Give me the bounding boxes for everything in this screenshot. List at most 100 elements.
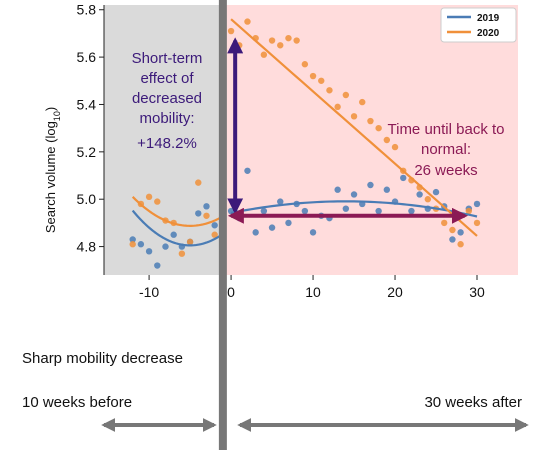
point-2019 bbox=[145, 248, 153, 255]
y-tick-label: 5.0 bbox=[77, 191, 97, 207]
point-2019 bbox=[457, 229, 464, 236]
point-2020 bbox=[367, 117, 374, 125]
point-2020 bbox=[301, 61, 309, 68]
point-2019 bbox=[195, 210, 202, 217]
point-2019 bbox=[383, 186, 391, 193]
region-before bbox=[104, 5, 223, 275]
point-2019 bbox=[449, 236, 456, 243]
short-term-line-1: Short-term bbox=[132, 50, 203, 67]
x-tick-label: 10 bbox=[305, 284, 321, 300]
short-term-line-2: effect of bbox=[140, 70, 194, 87]
point-2019 bbox=[432, 188, 440, 196]
point-2020 bbox=[441, 219, 448, 227]
point-2020 bbox=[203, 212, 210, 219]
point-2020 bbox=[129, 241, 136, 248]
y-tick-label: 4.8 bbox=[77, 239, 97, 255]
point-2020 bbox=[359, 98, 366, 106]
point-2019 bbox=[350, 191, 358, 198]
point-2019 bbox=[334, 186, 341, 193]
point-2020 bbox=[449, 226, 456, 234]
point-2019 bbox=[301, 207, 309, 215]
fit-pre-2020 bbox=[131, 196, 224, 227]
recovery-time-annotation: Time until back to normal: 26 weeks bbox=[388, 121, 505, 179]
timeline: Sharp mobility decrease 10 weeks before … bbox=[22, 350, 529, 432]
point-2019 bbox=[268, 224, 276, 231]
y-axis-label-main: Search volume (log bbox=[43, 121, 58, 233]
y-axis-label: Search volume (log10) bbox=[43, 107, 62, 233]
point-2020 bbox=[326, 87, 333, 94]
fit-post-2020 bbox=[230, 18, 478, 237]
point-2019 bbox=[154, 262, 161, 269]
legend-label-2019: 2019 bbox=[477, 13, 500, 24]
point-2019 bbox=[400, 174, 407, 182]
y-axis-label-close: ) bbox=[43, 107, 58, 111]
point-2020 bbox=[145, 193, 153, 201]
point-2019 bbox=[473, 200, 481, 208]
y-tick-label: 5.8 bbox=[77, 2, 97, 18]
region-after bbox=[222, 5, 519, 275]
point-2020 bbox=[260, 51, 268, 58]
point-2020 bbox=[318, 77, 325, 84]
point-2019 bbox=[416, 191, 423, 198]
event-label: Sharp mobility decrease bbox=[22, 350, 183, 367]
point-2019 bbox=[203, 203, 210, 210]
point-2019 bbox=[408, 207, 415, 215]
point-2020 bbox=[457, 241, 464, 248]
point-2019 bbox=[309, 229, 317, 236]
point-2019 bbox=[137, 241, 145, 248]
point-2019 bbox=[211, 222, 218, 229]
point-2020 bbox=[268, 37, 276, 44]
legend-label-2020: 2020 bbox=[477, 28, 500, 39]
point-2020 bbox=[350, 113, 358, 120]
point-2019 bbox=[375, 207, 382, 215]
y-tick-label: 5.6 bbox=[77, 49, 97, 65]
legend: 2019 2020 bbox=[440, 7, 517, 43]
point-2019 bbox=[367, 181, 374, 189]
short-term-line-3: decreased bbox=[132, 90, 202, 107]
point-2019 bbox=[342, 205, 350, 212]
before-label: 10 weeks before bbox=[22, 394, 132, 411]
mobility-decrease-divider bbox=[218, 0, 227, 450]
recovery-line-3: 26 weeks bbox=[414, 162, 477, 179]
y-axis-label-sub: 10 bbox=[52, 111, 62, 121]
point-2019 bbox=[162, 243, 169, 250]
short-term-effect-annotation: Short-term effect of decreased mobility:… bbox=[132, 50, 203, 152]
recovery-line-2: normal: bbox=[421, 141, 471, 158]
point-2020 bbox=[473, 219, 481, 227]
point-2020 bbox=[277, 42, 284, 49]
x-tick-label: 0 bbox=[227, 284, 235, 300]
point-2019 bbox=[285, 219, 292, 227]
recovery-line-1: Time until back to bbox=[388, 121, 505, 138]
point-2019 bbox=[277, 198, 284, 205]
point-2020 bbox=[244, 18, 251, 25]
after-label: 30 weeks after bbox=[424, 394, 522, 411]
x-tick-label: 20 bbox=[387, 284, 403, 300]
point-2020 bbox=[227, 27, 235, 35]
y-tick-label: 5.4 bbox=[77, 96, 97, 112]
point-2019 bbox=[252, 229, 259, 236]
fit-pre-2019 bbox=[131, 209, 224, 247]
x-tick-label: -10 bbox=[139, 284, 159, 300]
point-2020 bbox=[293, 37, 300, 44]
point-2020 bbox=[375, 124, 382, 132]
point-2020 bbox=[195, 179, 202, 186]
axes: 4.8 5.0 5.2 5.4 5.6 5.8 -10 0 10 20 30 bbox=[77, 2, 485, 300]
x-tick-label: 30 bbox=[469, 284, 485, 300]
point-2020 bbox=[383, 136, 391, 144]
point-2020 bbox=[285, 34, 292, 42]
point-2020 bbox=[424, 196, 432, 203]
point-2020 bbox=[309, 72, 317, 80]
point-2019 bbox=[244, 167, 251, 174]
y-tick-label: 5.2 bbox=[77, 144, 97, 160]
point-2020 bbox=[334, 103, 341, 111]
point-2020 bbox=[211, 231, 218, 238]
annotations bbox=[218, 0, 468, 450]
point-2020 bbox=[391, 143, 399, 151]
point-2020 bbox=[342, 91, 350, 99]
point-2019 bbox=[170, 231, 177, 238]
short-term-line-4: mobility: bbox=[139, 110, 194, 127]
point-2020 bbox=[154, 198, 161, 205]
point-2019 bbox=[260, 207, 268, 215]
point-2020 bbox=[178, 250, 186, 257]
